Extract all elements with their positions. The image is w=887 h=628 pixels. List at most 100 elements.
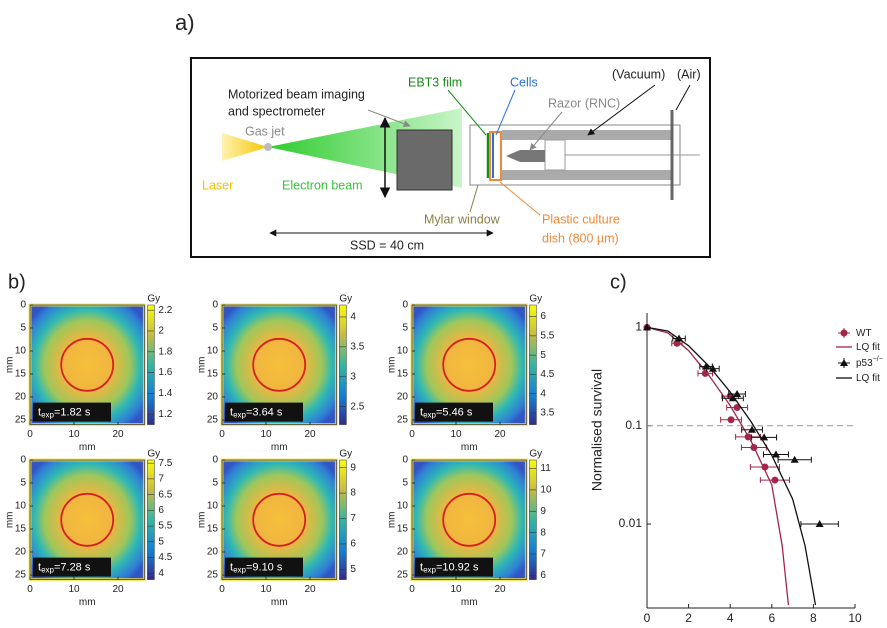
colorbar [529, 459, 537, 580]
colorbar-tick-label: 8 [540, 527, 546, 538]
colorbar-tick-label: 9 [350, 462, 356, 473]
pointer [499, 181, 541, 216]
dose-map: 0 10 20 0 5 10 15 20 25 mm mm texp=5.46 s 3.5 4 4.5 5 5.… [387, 294, 555, 454]
exposure-label: texp=1.82 s [38, 407, 91, 420]
setup-diagram: a) Motorized beam imaging and spectromet… [175, 10, 711, 258]
y-tick-label: 5 [212, 323, 218, 334]
exposure-label: texp=7.28 s [38, 562, 91, 575]
colorbar-tick-label: 1.6 [158, 367, 172, 378]
y-tick-label: 20 [15, 392, 27, 403]
x-tick-label: 10 [848, 611, 862, 623]
y-tick-label: 0 [20, 455, 26, 466]
dose-map: 0 10 20 0 5 10 15 20 25 mm mm texp=7.28 s 4 4.5 5 5.5 6 6… [5, 449, 173, 609]
colorbar-tick-label: 2 [158, 326, 164, 337]
dish-shape [489, 131, 502, 181]
y-tick-label: 20 [397, 392, 409, 403]
holder [544, 139, 566, 171]
imager [396, 129, 453, 191]
dose-map: 0 10 20 0 5 10 15 20 25 mm mm texp=1.82 s 1.2 1.4 1.6 1… [5, 294, 173, 454]
label: Gas jet [245, 124, 285, 138]
x-tick-label: 0 [644, 611, 651, 623]
exposure-symbol: t [38, 407, 41, 419]
x-tick-label: 0 [27, 584, 33, 595]
legend-label: WT [856, 328, 872, 339]
exposure-symbol: t [420, 562, 423, 574]
roi-circle [442, 337, 497, 392]
y-tick-label: 10 [207, 346, 219, 357]
colorbar-tick-label: 5.5 [158, 521, 172, 532]
label: Motorized beam imaging [228, 87, 365, 101]
panel-label: c) [610, 271, 627, 293]
x-axis-label: mm [79, 597, 96, 608]
colorbar-tick-label: 7 [158, 474, 164, 485]
tube [502, 130, 672, 140]
exposure-sub: exp [233, 411, 246, 420]
x-tick-label: 4 [727, 611, 734, 623]
y-tick-label: 10 [207, 501, 219, 512]
y-tick-label: 20 [207, 392, 219, 403]
exposure-symbol: t [420, 407, 423, 419]
y-tick-label: 1 [635, 320, 642, 334]
x-tick-label: 10 [260, 584, 272, 595]
exposure-symbol: t [230, 562, 233, 574]
colorbar-tick-label: 6.5 [158, 489, 172, 500]
point [733, 404, 741, 412]
colorbar-tick-label: 5.5 [540, 331, 554, 342]
colorbar-tick-label: 2.5 [350, 401, 364, 412]
x-tick-label: 2 [685, 611, 692, 623]
x-tick-label: 10 [68, 584, 80, 595]
x-tick-label: 10 [450, 584, 462, 595]
y-tick-label: 25 [207, 570, 219, 581]
colorbar-unit: Gy [339, 294, 352, 305]
exposure-value: =7.28 s [54, 562, 91, 574]
y-tick-label: 5 [20, 478, 26, 489]
y-tick-label: 20 [397, 547, 409, 558]
colorbar [339, 459, 347, 580]
label: dish (800 µm) [542, 231, 619, 245]
colorbar-unit: Gy [339, 449, 352, 460]
gas-jet [264, 143, 272, 151]
y-tick-label: 10 [397, 501, 409, 512]
exposure-value: =10.92 s [436, 562, 479, 574]
y-tick-label: 0 [402, 455, 408, 466]
point [748, 425, 757, 433]
y-tick-label: 15 [397, 524, 409, 535]
exposure-box [33, 557, 111, 577]
colorbar-tick-label: 1.2 [158, 409, 172, 420]
legend-name: LQ fit [856, 373, 880, 384]
colorbar-tick-label: 4 [350, 312, 356, 323]
label: Razor (RNC) [548, 96, 620, 110]
label: Mylar window [424, 212, 501, 226]
point [771, 476, 779, 484]
y-tick-label: 25 [207, 415, 219, 426]
exposure-box [415, 402, 493, 422]
colorbar-tick-label: 10 [540, 485, 552, 496]
y-tick-label: 15 [397, 369, 409, 380]
colorbar-tick-label: 5 [350, 564, 356, 575]
exposure-value: =1.82 s [54, 407, 91, 419]
x-tick-label: 20 [304, 584, 316, 595]
point [643, 323, 651, 331]
pointer [529, 111, 563, 151]
y-axis-label: mm [387, 511, 398, 528]
colorbar-tick-label: 2.2 [158, 305, 172, 316]
y-axis-label: mm [5, 356, 16, 373]
pointer [447, 89, 487, 136]
colorbar [339, 304, 347, 425]
x-tick-label: 20 [112, 584, 124, 595]
y-tick-label: 5 [402, 478, 408, 489]
exposure-sub: exp [41, 566, 54, 575]
fit-line [646, 326, 817, 606]
colorbar [147, 459, 155, 580]
x-axis-label: mm [461, 597, 478, 608]
pointer [367, 109, 411, 128]
point [727, 416, 735, 424]
axes-frame [29, 459, 145, 580]
x-tick-label: 10 [450, 429, 462, 440]
y-tick-label: 5 [20, 323, 26, 334]
legend-label: LQ fit [856, 342, 880, 353]
exposure-value: =9.10 s [246, 562, 283, 574]
y-tick-label: 5 [212, 478, 218, 489]
colorbar-tick-label: 5 [540, 350, 546, 361]
